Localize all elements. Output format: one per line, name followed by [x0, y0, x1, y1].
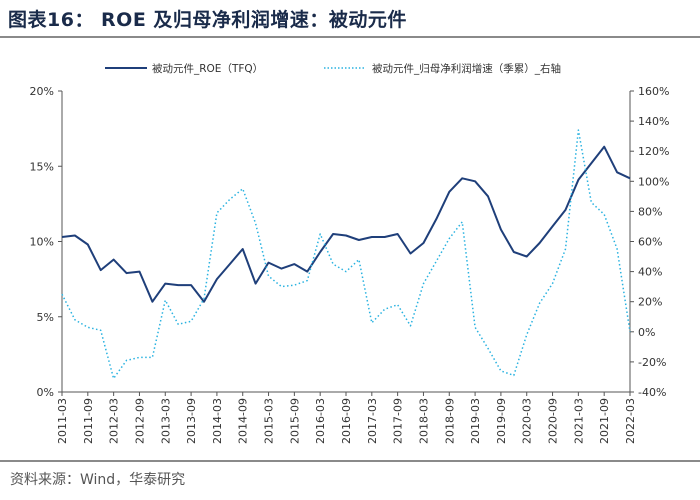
x-tick-label: 2019-03 [469, 398, 482, 444]
x-tick-label: 2014-09 [237, 398, 250, 444]
x-tick-label: 2011-09 [82, 398, 95, 444]
source-note: 资料来源：Wind，华泰研究 [10, 472, 186, 488]
right-tick-label: 0% [638, 326, 655, 339]
left-tick-label: 20% [30, 85, 54, 98]
x-tick-label: 2015-09 [288, 398, 301, 444]
right-tick-label: -20% [638, 356, 666, 369]
chart-canvas: 被动元件_ROE（TFQ） 被动元件_归母净利润增速（季累）_右轴 0% 5% 10… [30, 62, 670, 444]
right-tick-label: 40% [638, 266, 662, 279]
right-tick-label: 160% [638, 85, 669, 98]
roe-series-line [61, 145, 631, 303]
left-tick-label: 0% [37, 386, 54, 399]
x-tick-label: 2020-09 [547, 398, 560, 444]
x-tick-label: 2013-09 [185, 398, 198, 444]
x-tick-label: 2012-03 [108, 398, 121, 444]
x-tick-label: 2020-03 [521, 398, 534, 444]
x-tick-label: 2013-03 [159, 398, 172, 444]
x-tick-label: 2021-09 [598, 398, 611, 444]
right-tick-label: 80% [638, 205, 662, 218]
left-tick-label: 10% [30, 236, 54, 249]
legend-label-growth: 被动元件_归母净利润增速（季累）_右轴 [372, 62, 561, 75]
x-tick-label: 2018-03 [417, 398, 430, 444]
right-tick-label: 120% [638, 145, 669, 158]
x-tick-label: 2015-03 [263, 398, 276, 444]
right-tick-label: 140% [638, 115, 669, 128]
x-tick-label: 2011-03 [56, 398, 69, 444]
x-tick-label: 2018-09 [443, 398, 456, 444]
x-tick-label: 2021-03 [572, 398, 585, 444]
footer-divider [0, 460, 700, 462]
axes: 0% 5% 10% 15% 20% -40% -20% 0% 20% 40% 60% 80% 100% 1… [30, 85, 670, 444]
left-tick-label: 15% [30, 160, 54, 173]
left-tick-label: 5% [37, 311, 54, 324]
right-tick-label: 60% [638, 236, 662, 249]
x-tick-label: 2016-03 [314, 398, 327, 444]
right-tick-label: -40% [638, 386, 666, 399]
x-tick-label: 2019-09 [495, 398, 508, 444]
x-tick-label: 2017-03 [366, 398, 379, 444]
right-tick-label: 20% [638, 296, 662, 309]
x-tick-label: 2012-09 [133, 398, 146, 444]
legend: 被动元件_ROE（TFQ） 被动元件_归母净利润增速（季累）_右轴 [105, 62, 561, 75]
x-tick-label: 2017-09 [392, 398, 405, 444]
x-tick-label: 2022-03 [624, 398, 637, 444]
chart-title: 图表16： ROE 及归母净利润增速：被动元件 [8, 9, 407, 31]
growth-series-line [61, 129, 631, 380]
right-tick-label: 100% [638, 175, 669, 188]
title-divider [0, 36, 700, 38]
x-tick-label: 2014-03 [211, 398, 224, 444]
x-tick-label: 2016-09 [340, 398, 353, 444]
legend-label-roe: 被动元件_ROE（TFQ） [152, 62, 263, 75]
series-layer [61, 129, 631, 380]
